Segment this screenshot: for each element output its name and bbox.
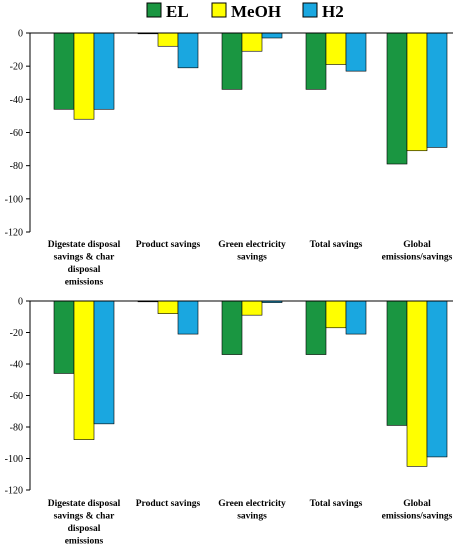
- top-chart: 0 -20 -40 -60 -80 -100 -120 Digestate disposal s…: [5, 29, 453, 288]
- y-tick-label: -80: [10, 423, 23, 434]
- bar-h2-4: [426, 32, 448, 148]
- bar-meoh-2: [241, 300, 263, 316]
- y-tick-label: -60: [10, 391, 23, 402]
- y-tick-label: -80: [10, 161, 23, 172]
- bar-meoh-1: [157, 300, 179, 314]
- bar-h2-1: [177, 300, 199, 335]
- legend-swatch-el: [146, 2, 162, 18]
- category-label: Digestate disposal savings & char disposal…: [48, 499, 121, 547]
- y-tick-label: -40: [10, 95, 23, 106]
- legend-label-meoh: MeOH: [231, 2, 281, 21]
- bar-el-0: [53, 300, 75, 374]
- bar-el-2: [221, 300, 243, 355]
- legend-swatch-meoh: [211, 2, 227, 18]
- bar-el-4: [386, 300, 408, 426]
- bar-meoh-4: [406, 32, 428, 152]
- y-tick-label: 0: [18, 297, 23, 308]
- bar-meoh-4: [406, 300, 428, 467]
- legend-label-h2: H2: [322, 2, 344, 21]
- legend-label-el: EL: [166, 2, 189, 21]
- category-label: Total savings: [310, 240, 363, 250]
- bar-el-3: [305, 32, 327, 90]
- category-label: Global emissions/savings: [382, 240, 453, 263]
- y-tick-label: -60: [10, 128, 23, 139]
- bar-h2-0: [93, 300, 115, 425]
- category-label: Green electricity savings: [218, 499, 286, 522]
- bar-el-3: [305, 300, 327, 355]
- bar-h2-4: [426, 300, 448, 458]
- bar-h2-0: [93, 32, 115, 110]
- bar-h2-1: [177, 32, 199, 69]
- category-label: Product savings: [136, 499, 201, 509]
- bar-el-2: [221, 32, 243, 90]
- bar-meoh-2: [241, 32, 263, 52]
- y-tick-label: -40: [10, 360, 23, 371]
- y-tick-label: -120: [5, 486, 23, 497]
- category-label: Total savings: [310, 499, 363, 509]
- y-tick-label: -100: [5, 454, 23, 465]
- bar-h2-2: [261, 32, 283, 39]
- bar-meoh-0: [73, 300, 95, 440]
- bar-meoh-1: [157, 32, 179, 47]
- category-label: Product savings: [136, 240, 201, 250]
- category-label: Global emissions/savings: [382, 499, 453, 522]
- bar-meoh-3: [325, 32, 347, 65]
- bar-meoh-0: [73, 32, 95, 120]
- y-tick-label: -120: [5, 228, 23, 239]
- y-tick-label: 0: [18, 29, 23, 40]
- y-tick-label: -100: [5, 194, 23, 205]
- legend: EL MeOH H2: [146, 2, 344, 21]
- bar-h2-3: [345, 300, 367, 335]
- legend-swatch-h2: [302, 2, 318, 18]
- bar-meoh-3: [325, 300, 347, 329]
- bar-el-0: [53, 32, 75, 110]
- bottom-chart: 0 -20 -40 -60 -80 -100 -120 Digestate disposal s…: [5, 297, 453, 547]
- bar-h2-3: [345, 32, 367, 72]
- bar-el-4: [386, 32, 408, 165]
- y-tick-label: -20: [10, 328, 23, 339]
- category-label: Digestate disposal savings & char disposal…: [48, 240, 121, 288]
- category-label: Green electricity savings: [218, 240, 286, 263]
- y-tick-label: -20: [10, 62, 23, 73]
